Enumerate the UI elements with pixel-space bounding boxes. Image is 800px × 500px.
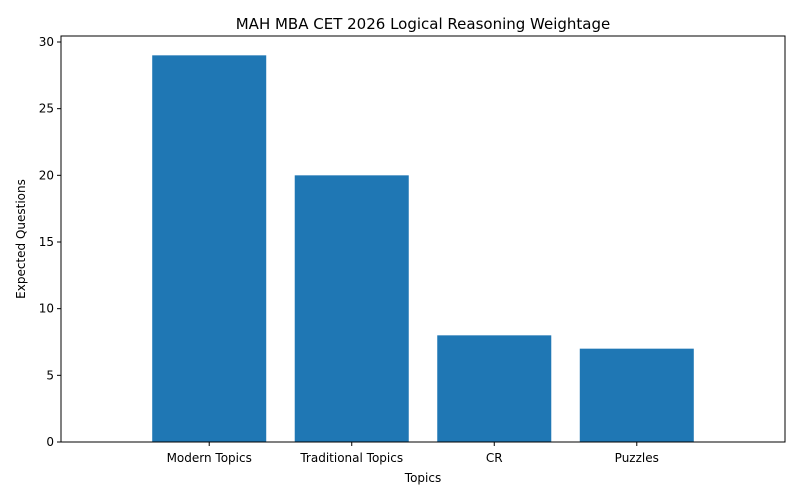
bar-puzzles [579,348,694,442]
y-axis-label: Expected Questions [14,179,28,299]
y-tick-label: 5 [46,368,54,382]
chart-title: MAH MBA CET 2026 Logical Reasoning Weigh… [236,15,611,33]
bar-cr [437,335,552,442]
plot-frame [60,35,786,443]
bars-group [152,55,694,443]
x-tick-label: CR [486,451,503,465]
x-tick-label: Traditional Topics [299,451,403,465]
bar-modern-topics [152,55,267,442]
y-tick-label: 10 [39,302,54,316]
y-axis-ticks: 0 5 10 15 20 25 30 [39,35,61,449]
y-tick-label: 0 [46,435,54,449]
x-axis-label: Topics [404,471,441,485]
bar-traditional-topics [294,175,409,443]
x-tick-label: Modern Topics [167,451,252,465]
y-tick-label: 20 [39,168,54,182]
x-axis-ticks: Modern Topics Traditional Topics CR Puzzles [167,442,659,465]
y-tick-label: 30 [39,35,54,49]
y-tick-label: 15 [39,235,54,249]
x-tick-label: Puzzles [615,451,659,465]
y-tick-label: 25 [39,102,54,116]
